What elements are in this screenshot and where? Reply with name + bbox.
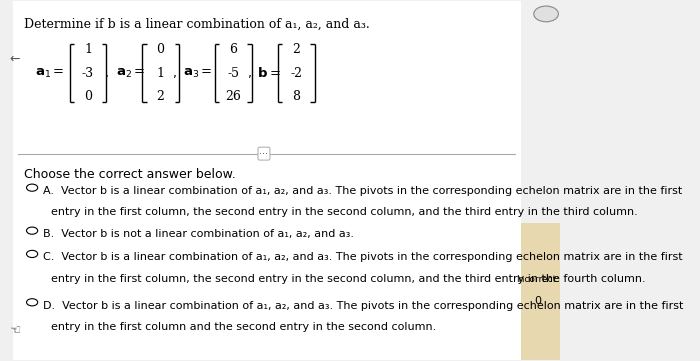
Text: 6: 6 (229, 43, 237, 56)
Text: B.  Vector b is not a linear combination of a₁, a₂, and a₃.: B. Vector b is not a linear combination … (43, 229, 354, 239)
Text: ,: , (248, 66, 252, 79)
Text: 1: 1 (157, 66, 164, 79)
Text: ,: , (174, 66, 178, 79)
FancyBboxPatch shape (521, 223, 560, 360)
Text: A.  Vector b is a linear combination of a₁, a₂, and a₃. The pivots in the corres: A. Vector b is a linear combination of a… (43, 186, 682, 196)
Text: -2: -2 (290, 66, 302, 79)
Text: ?: ? (542, 8, 550, 21)
Text: C.  Vector b is a linear combination of a₁, a₂, and a₃. The pivots in the corres: C. Vector b is a linear combination of a… (43, 252, 683, 262)
Circle shape (534, 6, 559, 22)
Text: 26: 26 (225, 90, 241, 103)
Text: Choose the correct answer below.: Choose the correct answer below. (24, 168, 235, 181)
Text: ←: ← (10, 52, 20, 65)
Text: entry in the first column, the second entry in the second column, and the third : entry in the first column, the second en… (50, 207, 637, 217)
Text: 0: 0 (84, 90, 92, 103)
Text: ☜: ☜ (10, 325, 21, 338)
Text: ···: ··· (260, 149, 269, 158)
Text: 1: 1 (84, 43, 92, 56)
FancyBboxPatch shape (13, 1, 521, 360)
Text: -5: -5 (228, 66, 239, 79)
Text: $\mathbf{a}_1=$: $\mathbf{a}_1=$ (35, 66, 64, 79)
Text: $\mathbf{a}_3=$: $\mathbf{a}_3=$ (183, 66, 213, 79)
Text: 0: 0 (157, 43, 164, 56)
Text: entry in the first column, the second entry in the second column, and the third : entry in the first column, the second en… (50, 274, 645, 284)
Text: 8: 8 (293, 90, 300, 103)
Text: -3: -3 (82, 66, 94, 79)
Text: 2: 2 (157, 90, 164, 103)
Text: $\mathbf{b}=$: $\mathbf{b}=$ (258, 66, 281, 80)
Text: Incorrect:: Incorrect: (516, 274, 559, 283)
Text: ,: , (105, 66, 109, 79)
Text: 2: 2 (293, 43, 300, 56)
Text: $\mathbf{a}_2=$: $\mathbf{a}_2=$ (116, 66, 146, 79)
Text: entry in the first column and the second entry in the second column.: entry in the first column and the second… (50, 322, 436, 332)
Text: 0: 0 (534, 296, 541, 305)
Text: D.  Vector b is a linear combination of a₁, a₂, and a₃. The pivots in the corres: D. Vector b is a linear combination of a… (43, 300, 684, 310)
Text: Determine if b is a linear combination of a₁, a₂, and a₃.: Determine if b is a linear combination o… (24, 18, 370, 31)
